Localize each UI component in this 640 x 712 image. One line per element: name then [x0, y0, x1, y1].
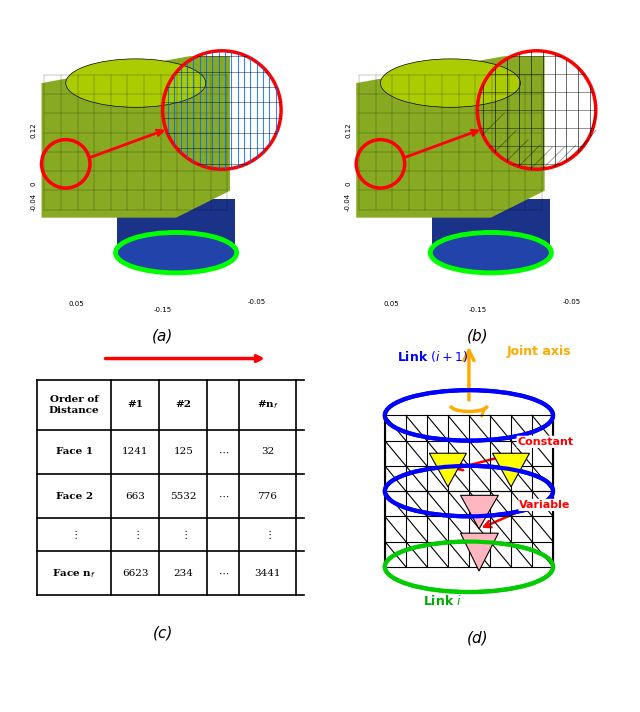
Text: 0.12: 0.12: [31, 122, 36, 138]
Text: 0.05: 0.05: [68, 301, 84, 308]
Text: #2: #2: [175, 400, 191, 409]
Text: 776: 776: [257, 491, 278, 501]
Text: Face n$_{f}$: Face n$_{f}$: [52, 567, 96, 580]
Polygon shape: [385, 415, 553, 491]
Text: -0.04: -0.04: [31, 192, 36, 211]
Text: 0: 0: [31, 182, 36, 187]
Ellipse shape: [385, 390, 553, 441]
Text: Variable: Variable: [520, 500, 571, 510]
Polygon shape: [493, 454, 529, 487]
Polygon shape: [429, 454, 467, 487]
Ellipse shape: [380, 59, 520, 108]
Text: 234: 234: [173, 569, 193, 578]
Polygon shape: [356, 56, 545, 218]
Text: $\cdots$: $\cdots$: [218, 569, 229, 578]
Text: Link $i$: Link $i$: [422, 594, 462, 607]
Text: Constant: Constant: [518, 437, 574, 447]
Text: (d): (d): [467, 630, 488, 645]
Text: 0.12: 0.12: [345, 122, 351, 138]
Polygon shape: [461, 533, 499, 571]
Text: 32: 32: [261, 447, 274, 456]
Text: $\vdots$: $\vdots$: [180, 528, 188, 541]
Text: 0.05: 0.05: [383, 301, 399, 308]
Text: $\cdots$: $\cdots$: [218, 447, 229, 456]
Text: $\vdots$: $\vdots$: [70, 528, 78, 541]
Text: Joint axis: Joint axis: [507, 345, 572, 358]
Polygon shape: [431, 199, 550, 253]
Ellipse shape: [430, 233, 552, 273]
Text: -0.04: -0.04: [345, 192, 351, 211]
Text: #1: #1: [127, 400, 143, 409]
Text: -0.15: -0.15: [468, 307, 486, 313]
Text: 0: 0: [345, 182, 351, 187]
Text: 3441: 3441: [254, 569, 281, 578]
Text: $\vdots$: $\vdots$: [264, 528, 271, 541]
Text: Face 1: Face 1: [56, 447, 93, 456]
Text: 663: 663: [125, 491, 145, 501]
Text: #n$_{f}$: #n$_{f}$: [257, 399, 278, 412]
Text: $\vdots$: $\vdots$: [132, 528, 140, 541]
Text: 125: 125: [173, 447, 193, 456]
Text: Order of
Distance: Order of Distance: [49, 395, 99, 414]
Text: $\cdots$: $\cdots$: [218, 491, 229, 501]
Polygon shape: [461, 496, 499, 529]
Text: -0.05: -0.05: [563, 299, 580, 305]
Polygon shape: [385, 491, 553, 567]
Text: -0.05: -0.05: [248, 299, 266, 305]
Text: 1241: 1241: [122, 447, 148, 456]
Polygon shape: [42, 56, 230, 218]
Text: Face 2: Face 2: [56, 491, 93, 501]
Text: -0.15: -0.15: [154, 307, 172, 313]
Polygon shape: [117, 199, 236, 253]
Ellipse shape: [66, 59, 205, 108]
Text: 5532: 5532: [170, 491, 196, 501]
Text: 6623: 6623: [122, 569, 148, 578]
Ellipse shape: [116, 233, 237, 273]
Text: (c): (c): [152, 625, 173, 640]
Text: Link $(i+1)$: Link $(i+1)$: [397, 349, 468, 364]
Ellipse shape: [385, 542, 553, 592]
Text: (a): (a): [152, 328, 173, 343]
Text: (b): (b): [467, 328, 488, 343]
